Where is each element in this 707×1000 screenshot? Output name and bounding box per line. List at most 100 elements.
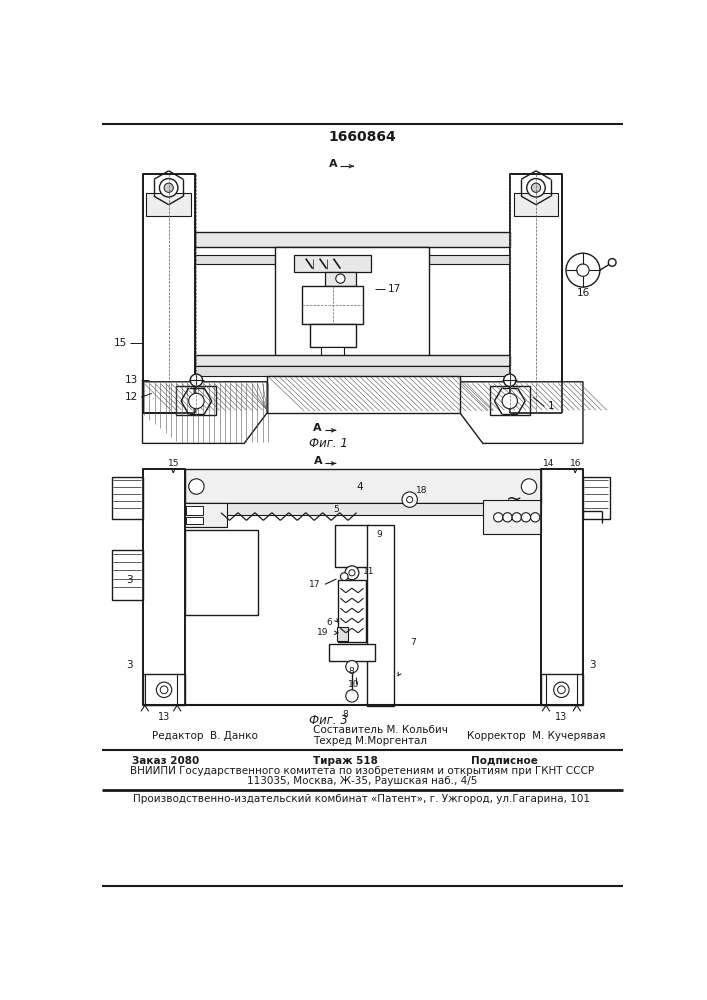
Circle shape <box>608 259 616 266</box>
Bar <box>337 627 348 641</box>
Text: 17: 17 <box>387 284 401 294</box>
Text: 9: 9 <box>376 530 382 539</box>
Bar <box>195 232 510 247</box>
Text: Редактор  В. Данко: Редактор В. Данко <box>152 731 257 741</box>
Text: 8: 8 <box>348 667 354 676</box>
Polygon shape <box>267 376 460 413</box>
Bar <box>483 500 541 534</box>
Circle shape <box>566 253 600 287</box>
Text: Составитель М. Кольбич: Составитель М. Кольбич <box>313 725 448 735</box>
Polygon shape <box>460 382 583 443</box>
Text: 1: 1 <box>549 401 555 411</box>
Bar <box>112 477 143 519</box>
Circle shape <box>512 513 521 522</box>
Text: 8: 8 <box>342 710 348 719</box>
Text: 13: 13 <box>555 712 568 722</box>
Text: 15: 15 <box>168 459 179 468</box>
Text: 10: 10 <box>348 680 360 689</box>
Text: ~: ~ <box>506 490 522 509</box>
Bar <box>143 174 195 413</box>
Text: 113035, Москва, Ж-35, Раушская наб., 4/5: 113035, Москва, Ж-35, Раушская наб., 4/5 <box>247 776 477 786</box>
Bar <box>187 517 204 524</box>
Circle shape <box>160 686 168 694</box>
Bar <box>176 386 216 415</box>
Bar <box>185 503 541 515</box>
Bar <box>112 550 143 600</box>
Text: 13: 13 <box>158 712 170 722</box>
Bar <box>541 469 583 705</box>
Circle shape <box>503 374 516 386</box>
Circle shape <box>349 570 355 576</box>
Circle shape <box>164 183 173 192</box>
Text: A: A <box>329 159 338 169</box>
Text: 14: 14 <box>542 459 554 468</box>
Circle shape <box>558 686 565 694</box>
Text: Техред М.Моргентал: Техред М.Моргентал <box>313 736 428 746</box>
Circle shape <box>346 661 358 673</box>
Text: 12: 12 <box>124 392 138 402</box>
Bar <box>146 193 191 216</box>
Circle shape <box>189 479 204 494</box>
Circle shape <box>554 682 569 698</box>
Circle shape <box>532 183 541 192</box>
Bar <box>143 674 185 705</box>
Text: 5: 5 <box>334 505 339 514</box>
Bar <box>275 247 429 370</box>
Bar <box>195 366 510 376</box>
Circle shape <box>336 274 345 283</box>
Bar <box>583 477 610 519</box>
Text: 19: 19 <box>317 628 329 637</box>
Text: 7: 7 <box>411 638 416 647</box>
Polygon shape <box>143 382 267 443</box>
Text: 16: 16 <box>576 288 590 298</box>
Bar <box>185 530 258 615</box>
Bar <box>302 286 363 324</box>
Text: Корректор  М. Кучерявая: Корректор М. Кучерявая <box>467 731 606 741</box>
Text: 6: 6 <box>326 618 332 627</box>
Circle shape <box>493 513 503 522</box>
Text: 11: 11 <box>363 567 375 576</box>
Bar <box>368 525 395 706</box>
Circle shape <box>521 513 530 522</box>
Bar <box>187 506 204 515</box>
Circle shape <box>160 179 178 197</box>
Text: Фиг. 1: Фиг. 1 <box>310 437 349 450</box>
Text: A: A <box>314 456 322 466</box>
Bar <box>143 469 185 705</box>
Text: Подписное: Подписное <box>472 756 538 766</box>
Text: 17: 17 <box>309 580 321 589</box>
Bar <box>325 272 356 286</box>
Circle shape <box>340 573 348 580</box>
Text: 3: 3 <box>589 660 596 670</box>
Bar <box>185 503 227 527</box>
Bar <box>338 580 366 642</box>
Text: 16: 16 <box>570 459 581 468</box>
Bar <box>514 193 559 216</box>
Text: Фиг. 3: Фиг. 3 <box>310 714 349 727</box>
Circle shape <box>577 264 589 276</box>
Bar <box>541 674 583 705</box>
Circle shape <box>189 393 204 409</box>
Circle shape <box>527 179 545 197</box>
Text: 13: 13 <box>124 375 138 385</box>
Circle shape <box>530 513 540 522</box>
Bar <box>310 324 356 347</box>
Text: Производственно-издательский комбинат «Патент», г. Ужгород, ул.Гагарина, 101: Производственно-издательский комбинат «П… <box>134 794 590 804</box>
Circle shape <box>502 393 518 409</box>
Bar <box>294 255 371 272</box>
Circle shape <box>346 690 358 702</box>
Text: 18: 18 <box>416 486 427 495</box>
Text: 15: 15 <box>114 338 127 348</box>
Text: 3: 3 <box>126 575 132 585</box>
Bar <box>321 347 344 363</box>
Circle shape <box>345 566 359 580</box>
Text: 4: 4 <box>356 482 363 492</box>
Circle shape <box>190 374 203 386</box>
Text: ВНИИПИ Государственного комитета по изобретениям и открытиям при ГКНТ СССР: ВНИИПИ Государственного комитета по изоб… <box>130 766 594 776</box>
Bar <box>510 174 562 413</box>
Circle shape <box>503 513 512 522</box>
Circle shape <box>407 497 413 503</box>
Circle shape <box>156 682 172 698</box>
Bar <box>325 359 340 368</box>
Bar <box>329 644 375 661</box>
